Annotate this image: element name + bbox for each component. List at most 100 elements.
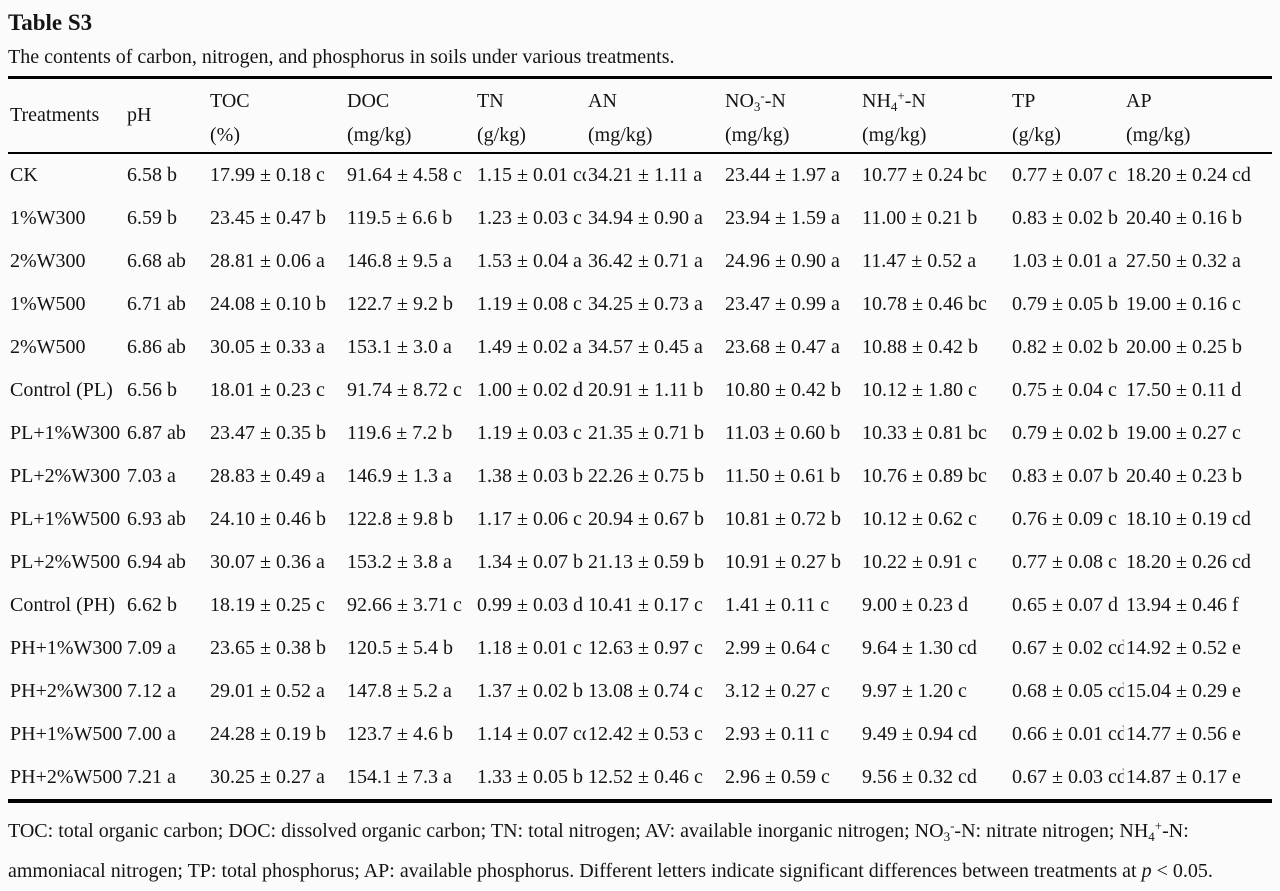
cell-tp: 0.75 ± 0.04 c	[1012, 379, 1117, 401]
cell-treatment: 2%W300	[10, 250, 86, 272]
cell-doc: 91.64 ± 4.58 c	[347, 164, 462, 186]
cell-no3-n: 23.68 ± 0.47 a	[725, 336, 840, 358]
cell-tp: 0.79 ± 0.02 b	[1012, 422, 1118, 444]
column-unit: (mg/kg)	[588, 124, 653, 146]
cell-toc: 30.05 ± 0.33 a	[210, 336, 325, 358]
table-row: PH+1%W500 7.00 a 24.28 ± 0.19 b 123.7 ± …	[8, 713, 1272, 756]
cell-treatment: PL+2%W300	[10, 465, 121, 487]
cell-ap: 20.40 ± 0.16 b	[1126, 207, 1242, 229]
footnote-superscript: +	[1154, 818, 1163, 833]
cell-doc: 119.5 ± 6.6 b	[347, 207, 453, 229]
cell-treatment: PH+2%W500	[10, 766, 123, 788]
column-name: pH	[127, 104, 152, 126]
cell-treatment: PH+1%W500	[10, 723, 123, 745]
column-header: AN (mg/kg)	[586, 77, 723, 154]
cell-nh4-n: 11.00 ± 0.21 b	[862, 207, 978, 229]
header-row: Treatments pH TOC (%) DOC (mg/kg) TN (g/…	[8, 77, 1272, 154]
cell-nh4-n: 9.64 ± 1.30 cd	[862, 637, 977, 659]
cell-nh4-n: 10.76 ± 0.89 bc	[862, 465, 987, 487]
table-row: PH+2%W300 7.12 a 29.01 ± 0.52 a 147.8 ± …	[8, 670, 1272, 713]
cell-toc: 23.45 ± 0.47 b	[210, 207, 326, 229]
cell-doc: 154.1 ± 7.3 a	[347, 766, 452, 788]
cell-doc: 123.7 ± 4.6 b	[347, 723, 453, 745]
cell-nh4-n: 11.47 ± 0.52 a	[862, 250, 977, 272]
cell-an: 12.42 ± 0.53 c	[588, 723, 703, 745]
cell-an: 22.26 ± 0.75 b	[588, 465, 704, 487]
cell-ap: 27.50 ± 0.32 a	[1126, 250, 1241, 272]
cell-ap: 19.00 ± 0.27 c	[1126, 422, 1241, 444]
cell-tp: 0.77 ± 0.08 c	[1012, 551, 1117, 573]
cell-an: 34.21 ± 1.11 a	[588, 164, 703, 186]
table-row: PL+1%W300 6.87 ab 23.47 ± 0.35 b 119.6 ±…	[8, 412, 1272, 455]
cell-ph: 6.59 b	[127, 207, 177, 229]
cell-an: 12.63 ± 0.97 c	[588, 637, 703, 659]
column-header: AP (mg/kg)	[1124, 77, 1272, 154]
cell-toc: 24.10 ± 0.46 b	[210, 508, 326, 530]
cell-an: 13.08 ± 0.74 c	[588, 680, 703, 702]
cell-doc: 91.74 ± 8.72 c	[347, 379, 462, 401]
cell-tn: 1.37 ± 0.02 b	[477, 680, 583, 702]
column-unit: (mg/kg)	[347, 124, 412, 146]
cell-ph: 6.86 ab	[127, 336, 186, 358]
column-name: NH4+-N	[862, 88, 926, 114]
cell-tn: 1.14 ± 0.07 cd	[477, 723, 586, 745]
cell-ap: 17.50 ± 0.11 d	[1126, 379, 1242, 401]
cell-treatment: 2%W500	[10, 336, 86, 358]
cell-ph: 6.87 ab	[127, 422, 186, 444]
cell-nh4-n: 10.33 ± 0.81 bc	[862, 422, 987, 444]
column-header: TP (g/kg)	[1010, 77, 1124, 154]
cell-treatment: CK	[10, 164, 38, 186]
cell-tn: 1.19 ± 0.03 c	[477, 422, 582, 444]
cell-treatment: PL+2%W500	[10, 551, 121, 573]
cell-ph: 7.03 a	[127, 465, 176, 487]
cell-ap: 20.40 ± 0.23 b	[1126, 465, 1242, 487]
cell-tn: 1.15 ± 0.01 cd	[477, 164, 586, 186]
cell-ap: 18.20 ± 0.26 cd	[1126, 551, 1251, 573]
cell-no3-n: 24.96 ± 0.90 a	[725, 250, 840, 272]
column-name: DOC	[347, 90, 390, 112]
cell-an: 20.94 ± 0.67 b	[588, 508, 704, 530]
cell-toc: 18.01 ± 0.23 c	[210, 379, 325, 401]
cell-toc: 23.65 ± 0.38 b	[210, 637, 326, 659]
cell-ph: 6.68 ab	[127, 250, 186, 272]
cell-tp: 0.68 ± 0.05 cd	[1012, 680, 1124, 702]
cell-treatment: PL+1%W300	[10, 422, 121, 444]
cell-toc: 18.19 ± 0.25 c	[210, 594, 325, 616]
cell-doc: 122.7 ± 9.2 b	[347, 293, 453, 315]
column-header: TN (g/kg)	[475, 77, 586, 154]
column-unit: (mg/kg)	[1126, 124, 1191, 146]
cell-tn: 1.19 ± 0.08 c	[477, 293, 582, 315]
cell-tp: 0.76 ± 0.09 c	[1012, 508, 1117, 530]
cell-nh4-n: 10.78 ± 0.46 bc	[862, 293, 987, 315]
cell-doc: 146.9 ± 1.3 a	[347, 465, 452, 487]
cell-tp: 0.67 ± 0.02 cd	[1012, 637, 1124, 659]
column-header: NO3--N (mg/kg)	[723, 77, 860, 154]
cell-tn: 1.33 ± 0.05 b	[477, 766, 583, 788]
cell-ph: 7.21 a	[127, 766, 176, 788]
cell-ph: 6.58 b	[127, 164, 177, 186]
cell-tn: 1.53 ± 0.04 a	[477, 250, 582, 272]
column-name: Treatments	[10, 104, 100, 126]
cell-an: 21.35 ± 0.71 b	[588, 422, 704, 444]
table-row: CK 6.58 b 17.99 ± 0.18 c 91.64 ± 4.58 c …	[8, 153, 1272, 197]
table-body: CK 6.58 b 17.99 ± 0.18 c 91.64 ± 4.58 c …	[8, 153, 1272, 801]
cell-doc: 119.6 ± 7.2 b	[347, 422, 453, 444]
column-header: NH4+-N (mg/kg)	[860, 77, 1010, 154]
footnote-text: -N: ammoniacal nitrogen; TP: total phosp…	[8, 820, 1189, 882]
column-name: AP	[1126, 90, 1152, 112]
cell-no3-n: 11.50 ± 0.61 b	[725, 465, 841, 487]
footnote-subscript: 3	[943, 829, 951, 844]
column-header: TOC (%)	[208, 77, 345, 154]
table-row: 1%W500 6.71 ab 24.08 ± 0.10 b 122.7 ± 9.…	[8, 283, 1272, 326]
cell-an: 10.41 ± 0.17 c	[588, 594, 703, 616]
cell-ph: 6.94 ab	[127, 551, 186, 573]
cell-tn: 1.38 ± 0.03 b	[477, 465, 583, 487]
cell-nh4-n: 10.77 ± 0.24 bc	[862, 164, 987, 186]
cell-ph: 6.62 b	[127, 594, 177, 616]
cell-no3-n: 11.03 ± 0.60 b	[725, 422, 841, 444]
cell-tn: 1.34 ± 0.07 b	[477, 551, 583, 573]
table-row: 1%W300 6.59 b 23.45 ± 0.47 b 119.5 ± 6.6…	[8, 197, 1272, 240]
cell-no3-n: 10.81 ± 0.72 b	[725, 508, 841, 530]
column-name: TP	[1012, 90, 1036, 112]
table-header: Treatments pH TOC (%) DOC (mg/kg) TN (g/…	[8, 77, 1272, 154]
